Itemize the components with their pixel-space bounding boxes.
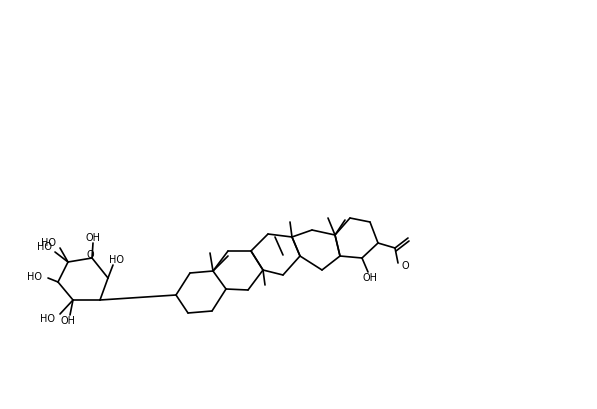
Text: OH: OH xyxy=(85,233,100,243)
Text: HO: HO xyxy=(37,242,52,252)
Text: HO: HO xyxy=(27,272,42,282)
Text: OH: OH xyxy=(362,273,377,283)
Text: HO: HO xyxy=(41,238,56,248)
Text: O: O xyxy=(401,261,409,271)
Text: OH: OH xyxy=(60,316,75,326)
Text: O: O xyxy=(86,250,94,260)
Text: HO: HO xyxy=(109,255,124,265)
Text: HO: HO xyxy=(40,314,55,324)
